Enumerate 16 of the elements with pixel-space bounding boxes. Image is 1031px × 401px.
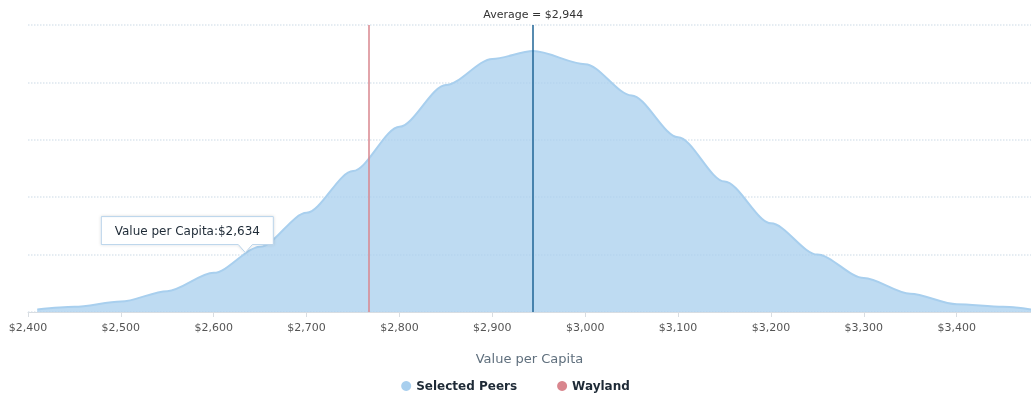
- annotation: Value per Capita:$2,634: [114, 223, 260, 238]
- x-tick-label: $3,000: [565, 321, 605, 334]
- x-tick-label: $3,400: [937, 321, 976, 334]
- x-tick-label: $2,500: [101, 321, 141, 334]
- x-tick-label: $2,800: [380, 321, 419, 334]
- x-tick-label: $2,400: [8, 321, 48, 334]
- x-tick-label: $2,600: [194, 321, 233, 334]
- x-tick-label: $2,700: [287, 321, 326, 334]
- legend-label: Wayland: [572, 379, 630, 393]
- x-axis-title: Value per Capita: [475, 351, 584, 366]
- annotation: Average = $2,944: [483, 8, 584, 21]
- x-tick-label: $3,100: [658, 321, 698, 334]
- x-tick-label: $3,200: [751, 321, 791, 334]
- x-tick-label: $2,900: [473, 321, 512, 334]
- x-tick-label: $3,300: [844, 321, 884, 334]
- legend-label: Selected Peers: [416, 379, 518, 393]
